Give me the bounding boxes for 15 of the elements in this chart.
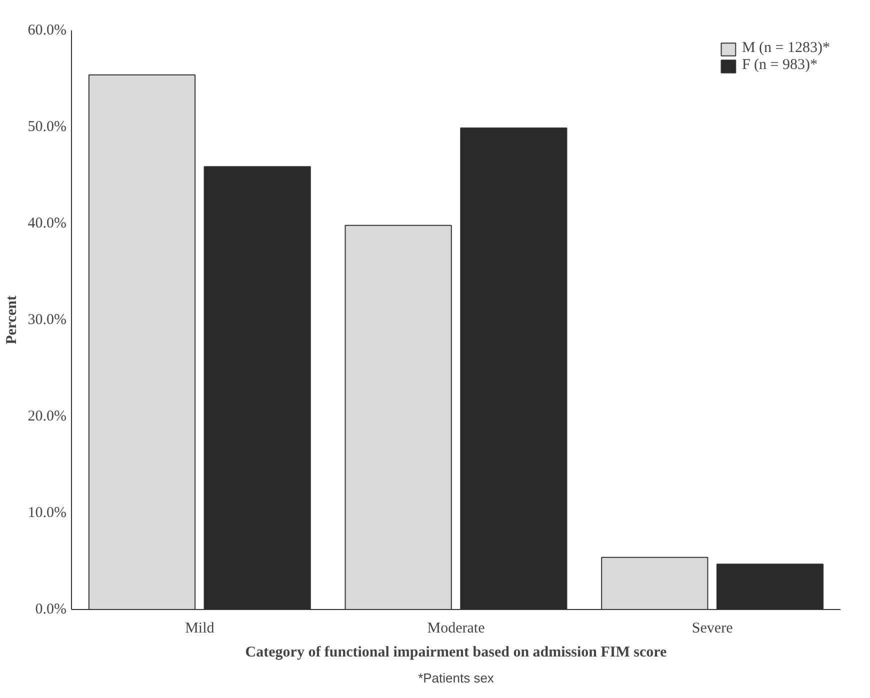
y-tick-label: 50.0% bbox=[28, 119, 67, 135]
legend-label: F (n = 983)* bbox=[742, 57, 818, 74]
y-tick-label: 20.0% bbox=[28, 408, 67, 424]
y-tick-label: 0.0% bbox=[35, 602, 67, 618]
x-tick-label: Moderate bbox=[427, 620, 486, 636]
x-tick-label: Severe bbox=[692, 620, 734, 636]
y-tick-label: 60.0% bbox=[28, 22, 67, 38]
y-tick-label: 40.0% bbox=[28, 216, 67, 232]
x-tick-label: Mild bbox=[185, 620, 215, 636]
y-axis-title: Percent bbox=[4, 296, 20, 344]
legend-label: M (n = 1283)* bbox=[742, 40, 830, 57]
x-axis-title: Category of functional impairment based on admission FIM score bbox=[245, 644, 668, 660]
y-tick-label: 10.0% bbox=[28, 505, 67, 521]
text: *Patients sex bbox=[418, 670, 494, 686]
y-tick-label: 30.0% bbox=[28, 312, 67, 328]
